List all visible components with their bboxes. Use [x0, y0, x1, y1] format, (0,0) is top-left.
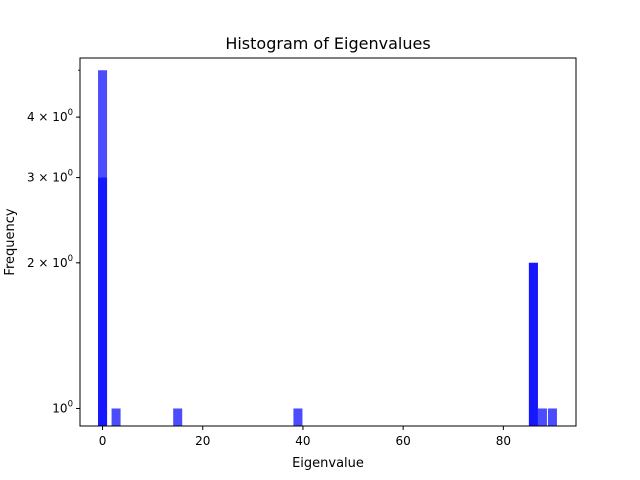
x-tick-label: 60 — [396, 434, 411, 448]
x-tick-label: 80 — [496, 434, 511, 448]
histogram-bar-s0-3 — [293, 408, 303, 426]
y-tick-label: 2 × 100 — [27, 254, 73, 270]
histogram-bar-s1-0 — [98, 177, 108, 426]
histogram-bar-s0-1 — [111, 408, 121, 426]
histogram-bar-s0-2 — [173, 408, 183, 426]
y-tick-label: 4 × 100 — [27, 108, 73, 124]
x-tick-label: 0 — [99, 434, 107, 448]
y-tick-label: 3 × 100 — [27, 169, 73, 185]
histogram-bar-s0-6 — [547, 408, 557, 426]
histogram-bar-s0-5 — [537, 408, 547, 426]
x-tick-label: 40 — [295, 434, 310, 448]
x-axis-label: Eigenvalue — [292, 456, 364, 471]
x-tick-label: 20 — [195, 434, 210, 448]
histogram-bar-s1-1 — [528, 262, 538, 426]
chart-title: Histogram of Eigenvalues — [225, 34, 430, 53]
y-axis-label: Frequency — [3, 208, 18, 275]
bars-layer — [98, 70, 557, 426]
plot-frame — [79, 57, 577, 427]
